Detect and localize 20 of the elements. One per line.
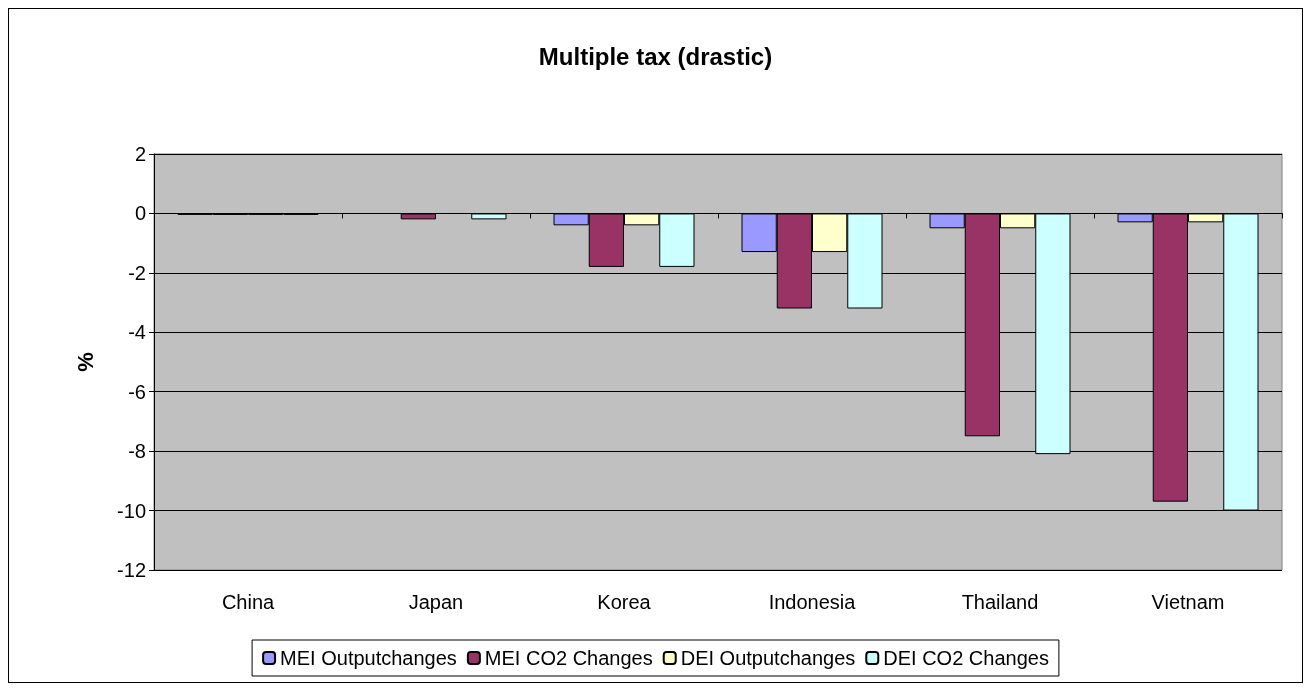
y-tick-label: -4 xyxy=(128,321,146,344)
x-tick-label: Japan xyxy=(408,591,464,613)
legend-label: MEI CO2 Changes xyxy=(484,647,653,669)
y-axis-title: % xyxy=(72,352,98,372)
x-tick-label: Indonesia xyxy=(768,591,857,613)
x-tick-label: China xyxy=(221,591,275,613)
y-tick-label: -6 xyxy=(128,380,146,403)
x-tick-label: Thailand xyxy=(961,591,1039,613)
y-tick-label: -2 xyxy=(128,261,146,284)
y-tick-label: 2 xyxy=(134,143,146,165)
y-tick-label: -8 xyxy=(128,440,146,463)
y-tick-label: -12 xyxy=(117,559,146,581)
y-tick-label: -10 xyxy=(117,499,146,522)
x-tick-label: Vietnam xyxy=(1151,591,1225,613)
y-tick-label: 0 xyxy=(134,202,146,225)
legend-label: DEI CO2 Changes xyxy=(883,647,1049,669)
legend-label: DEI Outputchanges xyxy=(680,647,856,669)
legend-label: MEI Outputchanges xyxy=(280,647,457,669)
x-tick-label: Korea xyxy=(597,591,652,613)
chart-title: Multiple tax (drastic) xyxy=(538,42,773,70)
